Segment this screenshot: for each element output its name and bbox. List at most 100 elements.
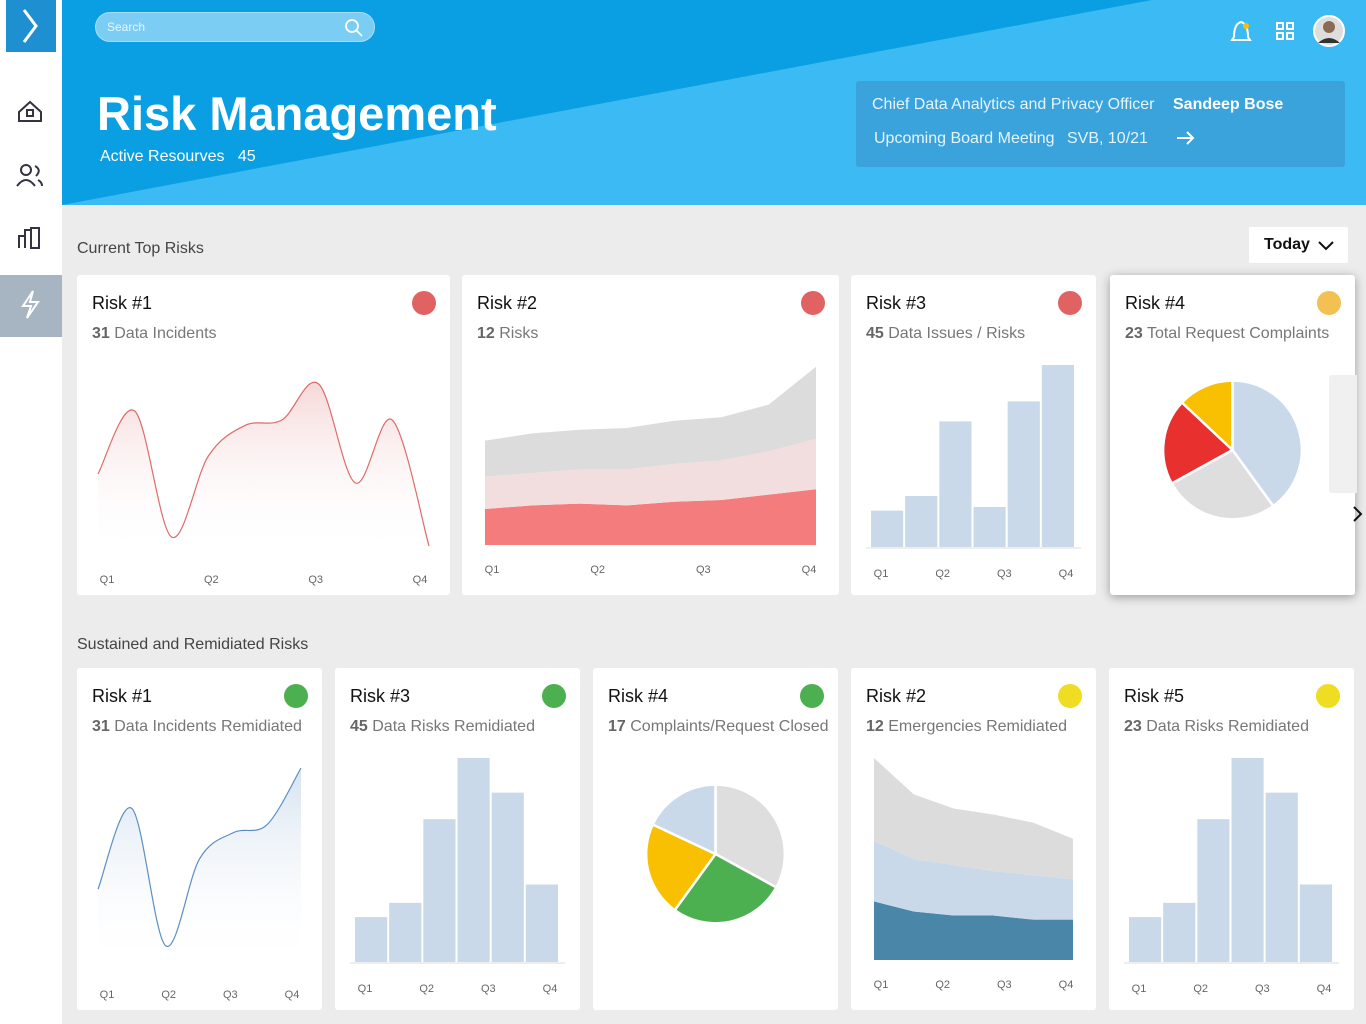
- x-axis-label: Q2: [161, 989, 176, 1001]
- x-axis-label: Q1: [485, 564, 500, 576]
- card-title: Risk #2: [477, 293, 538, 313]
- page-title: Risk Management: [97, 87, 497, 140]
- card-count: 31: [92, 325, 110, 342]
- card-count: 45: [866, 325, 884, 342]
- bar: [973, 506, 1006, 547]
- risk-card[interactable]: Risk #4 17 Complaints/Request Closed: [593, 668, 838, 1010]
- bar: [1041, 365, 1074, 547]
- arrow-link[interactable]: [1174, 128, 1198, 148]
- status-dot: [1058, 684, 1082, 708]
- pie-slice: [1231, 379, 1304, 508]
- search-box[interactable]: Search: [95, 12, 375, 42]
- x-axis-label: Q2: [419, 983, 434, 995]
- mini-chart: Q1 Q2 Q3 Q4: [485, 366, 817, 576]
- card-label: Risks: [499, 325, 539, 342]
- search-placeholder: Search: [107, 20, 146, 34]
- bar: [1231, 758, 1264, 962]
- risk-card[interactable]: Risk #5 23 Data Risks Remidiated Q1 Q2 Q3 Q4: [1109, 668, 1354, 1010]
- x-axis-label: Q1: [874, 568, 889, 580]
- status-dot: [412, 291, 436, 315]
- area-band: [874, 758, 1073, 880]
- chevron-right: [1353, 506, 1363, 522]
- pie-slice: [651, 783, 717, 856]
- bar: [457, 758, 490, 962]
- bar: [871, 510, 904, 547]
- pie-slice: [714, 783, 787, 890]
- x-axis-label: Q1: [358, 983, 373, 995]
- card-summary: 17 Complaints/Request Closed: [608, 718, 829, 736]
- bar: [1299, 884, 1332, 962]
- x-axis-label: Q3: [481, 983, 496, 995]
- pie-slice: [1161, 400, 1235, 486]
- risk-card[interactable]: Risk #4 23 Total Request Complaints: [1110, 275, 1363, 595]
- mini-chart: Q1 Q2 Q3 Q4: [874, 758, 1073, 991]
- x-axis-label: Q1: [1132, 983, 1147, 995]
- card-count: 12: [866, 718, 884, 735]
- card-label: Data Issues / Risks: [888, 325, 1026, 342]
- x-axis-label: Q1: [100, 574, 115, 586]
- bar: [1265, 792, 1298, 962]
- bar: [1007, 401, 1040, 547]
- risk-card[interactable]: Risk #1 31 Data Incidents Remidiated Q1 Q2 Q…: [77, 668, 322, 1010]
- x-axis-label: Q2: [935, 979, 950, 991]
- x-axis-label: Q3: [997, 568, 1012, 580]
- active-resources: Active Resourves 45: [100, 148, 256, 166]
- card-label: Data Risks Remidiated: [372, 718, 535, 735]
- area-band: [874, 840, 1073, 920]
- search-icon: [345, 19, 363, 37]
- x-axis-label: Q3: [1255, 983, 1270, 995]
- bar: [491, 792, 524, 962]
- risk-card[interactable]: Risk #3 45 Data Issues / Risks Q1 Q2 Q3 Q4: [851, 275, 1096, 595]
- risk-card[interactable]: Risk #3 45 Data Risks Remidiated Q1 Q2 Q3 Q4: [335, 668, 580, 1010]
- meeting-label: Upcoming Board Meeting: [874, 130, 1055, 147]
- status-dot: [284, 684, 308, 708]
- card-label: Data Risks Remidiated: [1146, 718, 1309, 735]
- filter-label: Today: [1264, 236, 1310, 253]
- bar: [1197, 819, 1230, 962]
- card-count: 23: [1125, 325, 1143, 342]
- status-dot: [1058, 291, 1082, 315]
- card-row: Risk #1 31 Data Incidents Remidiated Q1 Q2 Q…: [77, 668, 1354, 1010]
- card-title: Risk #4: [1125, 293, 1186, 313]
- bar: [905, 496, 938, 547]
- card-title: Risk #2: [866, 686, 927, 706]
- status-dot: [1316, 684, 1340, 708]
- status-dot: [1317, 291, 1341, 315]
- mini-chart: [644, 783, 787, 925]
- x-axis-label: Q3: [696, 564, 711, 576]
- area-band: [485, 438, 816, 509]
- meeting-value: SVB, 10/21: [1067, 130, 1148, 147]
- officer-label: Chief Data Analytics and Privacy Officer: [872, 96, 1155, 113]
- next-button[interactable]: [1329, 375, 1363, 522]
- card-summary: 23 Total Request Complaints: [1125, 325, 1329, 343]
- card-count: 23: [1124, 718, 1142, 735]
- line: [97, 767, 302, 947]
- card-title: Risk #3: [866, 293, 927, 313]
- card-summary: 45 Data Risks Remidiated: [350, 718, 535, 736]
- x-axis-label: Q4: [802, 564, 817, 576]
- card-summary: 12 Risks: [477, 325, 538, 343]
- risk-card[interactable]: Risk #2 12 Emergencies Remidiated Q1 Q2 Q3 Q4: [851, 668, 1096, 1010]
- chevron-path: [1353, 506, 1363, 522]
- x-axis-label: Q4: [285, 989, 300, 1001]
- filter-dropdown[interactable]: Today: [1249, 227, 1348, 263]
- card-summary: 45 Data Issues / Risks: [866, 325, 1025, 343]
- bar: [423, 819, 456, 962]
- risk-card[interactable]: Risk #2 12 Risks Q1 Q2 Q3 Q4: [462, 275, 839, 595]
- area-band: [874, 901, 1073, 960]
- status-dot: [801, 291, 825, 315]
- x-axis-label: Q1: [100, 989, 115, 1001]
- area-band: [485, 366, 816, 477]
- card-label: Complaints/Request Closed: [630, 718, 829, 735]
- x-axis-label: Q4: [1317, 983, 1332, 995]
- risk-card[interactable]: Risk #1 31 Data Incidents Q1 Q2 Q3 Q4: [77, 275, 450, 595]
- x-axis-label: Q3: [308, 574, 323, 586]
- card-summary: 31 Data Incidents Remidiated: [92, 718, 302, 736]
- mini-chart: Q1 Q2 Q3 Q4: [350, 758, 565, 995]
- card-summary: 31 Data Incidents: [92, 325, 217, 343]
- card-title: Risk #5: [1124, 686, 1185, 706]
- bar: [1129, 917, 1162, 962]
- x-axis-label: Q2: [590, 564, 605, 576]
- chevron: [1318, 241, 1334, 251]
- bar: [939, 421, 972, 547]
